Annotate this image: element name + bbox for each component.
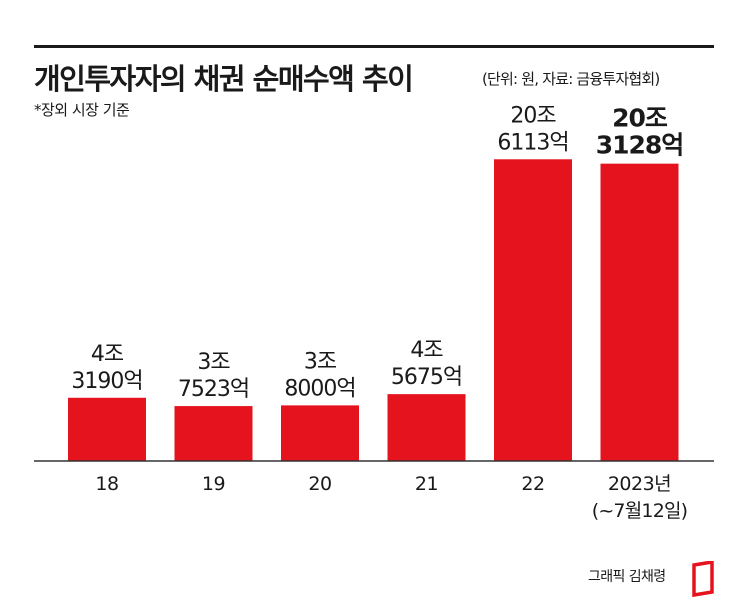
- data-label: 3190억: [71, 369, 142, 394]
- x-tick-label: 22: [521, 473, 544, 495]
- data-label: 20조: [510, 103, 556, 128]
- x-tick-label: 21: [415, 473, 438, 495]
- data-label: 3조: [197, 350, 230, 375]
- data-label: 3128억: [596, 131, 684, 160]
- bar-22: [494, 159, 572, 461]
- bar-21: [387, 394, 466, 461]
- data-label: 3조: [304, 349, 337, 374]
- x-tick-sublabel: (~7월12일): [592, 500, 688, 522]
- bar-19: [174, 406, 253, 461]
- bar-20: [281, 405, 359, 461]
- bar-18: [68, 397, 146, 461]
- unit-source-note: (단위: 원, 자료: 금융투자협회): [482, 70, 660, 88]
- market-note: *장외 시장 기준: [34, 101, 130, 119]
- x-tick-label: 2023년: [608, 473, 671, 495]
- data-label: 8000억: [284, 376, 355, 401]
- x-tick-label: 18: [95, 473, 118, 495]
- bar-2023년: [600, 163, 679, 461]
- x-tick-label: 19: [202, 473, 225, 495]
- chart-title: 개인투자자의 채권 순매수액 추이: [34, 62, 414, 96]
- data-label: 6113억: [497, 130, 568, 155]
- x-tick-label: 20: [308, 473, 331, 495]
- data-label: 7523억: [178, 377, 249, 402]
- data-label: 4조: [410, 338, 443, 363]
- graphic-credit: 그래픽 김채령: [588, 569, 666, 585]
- data-label: 5675억: [391, 365, 462, 390]
- data-label: 20조: [612, 104, 668, 133]
- publisher-logo-icon: [692, 561, 714, 597]
- data-label: 4조: [91, 342, 124, 367]
- top-rule: [34, 45, 714, 48]
